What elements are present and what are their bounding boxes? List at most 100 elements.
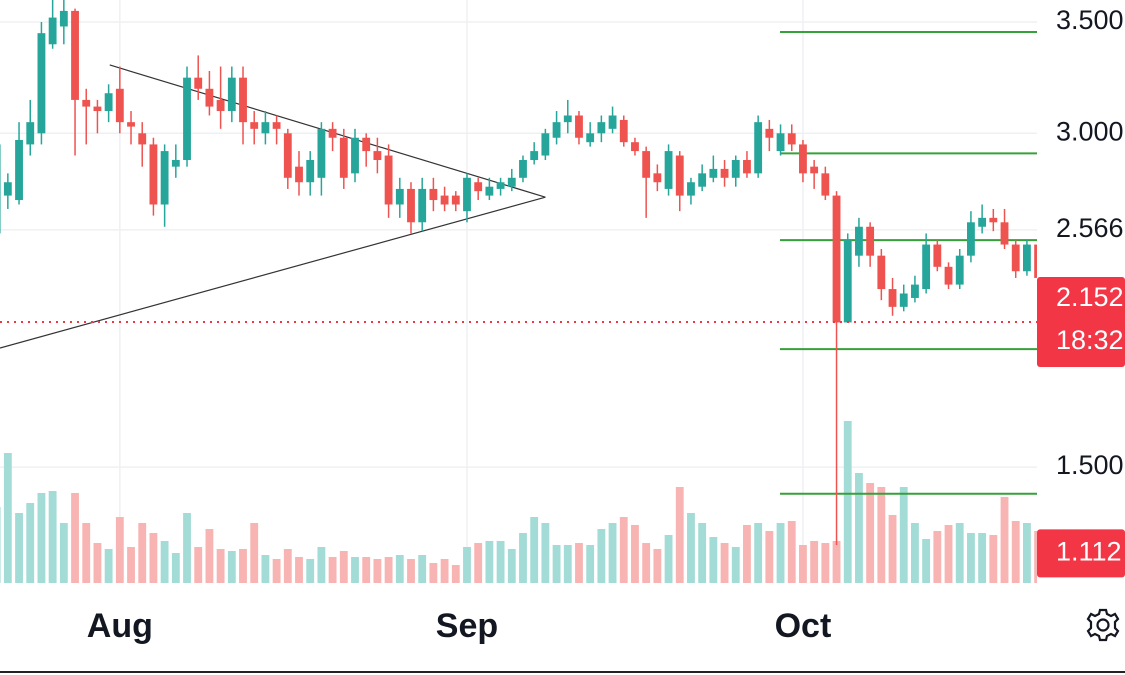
volume-bar	[474, 543, 483, 583]
candle-body	[765, 128, 774, 138]
volume-bar	[832, 541, 841, 583]
candle-body	[384, 155, 393, 205]
plot-area	[0, 0, 1037, 583]
volume-bar	[709, 537, 718, 583]
y-tick-label: 1.500	[1056, 450, 1124, 480]
trendline	[0, 196, 546, 349]
volume-bar	[407, 559, 415, 583]
volume-bar	[754, 523, 763, 583]
candle-body	[563, 115, 572, 123]
volume-bar	[339, 551, 348, 583]
volume-bar	[272, 559, 281, 583]
volume-bar	[26, 503, 35, 583]
candle-body	[93, 106, 102, 112]
volume-bar	[351, 557, 359, 583]
candle-body	[597, 122, 606, 134]
volume-bar	[933, 531, 942, 583]
candle-body	[37, 33, 46, 134]
volume-bar	[160, 541, 169, 583]
candle-body	[743, 159, 751, 174]
candle-body	[843, 240, 852, 323]
candle-body	[440, 195, 449, 205]
candle-body	[160, 151, 169, 205]
candle-body	[1034, 244, 1037, 278]
candle-body	[787, 133, 796, 145]
volume-bar	[552, 545, 561, 583]
candle-body	[754, 122, 763, 174]
candle-body	[306, 159, 315, 183]
candle-body	[933, 244, 942, 267]
volume-bar	[395, 555, 404, 583]
candle-body	[866, 226, 875, 256]
candle-body	[507, 177, 516, 187]
volume-bar	[720, 543, 729, 583]
settings-icon[interactable]	[1086, 608, 1120, 642]
candle-body	[877, 255, 886, 290]
candle-body	[687, 182, 695, 196]
volume-bar	[1034, 531, 1037, 583]
volume-bar	[429, 563, 438, 583]
candle-body	[463, 177, 471, 212]
volume-bar	[239, 549, 247, 583]
candle-body	[709, 168, 718, 178]
volume-bar	[59, 523, 68, 583]
candle-body	[888, 289, 897, 307]
candle-body	[48, 17, 57, 45]
volume-bar	[664, 535, 673, 583]
volume-bar	[373, 559, 382, 583]
volume-bar	[922, 539, 931, 583]
candle-body	[619, 119, 628, 143]
volume-bar	[1011, 521, 1020, 583]
volume-bar	[104, 549, 113, 583]
volume-bar	[530, 517, 539, 583]
candle-body	[82, 99, 91, 107]
volume-bar	[127, 547, 135, 583]
candle-body	[395, 188, 404, 205]
y-tick-label: 3.000	[1056, 116, 1124, 146]
candle-body	[653, 173, 662, 183]
candle-body	[541, 133, 550, 156]
candle-body	[127, 122, 135, 127]
candle-body	[115, 88, 124, 123]
candle-body	[429, 188, 438, 201]
volume-bar	[183, 513, 191, 583]
candle-body	[978, 217, 987, 227]
volume-bar	[799, 545, 807, 583]
candle-body	[989, 217, 998, 223]
candle-body	[261, 122, 270, 134]
candle-body	[362, 137, 371, 152]
volume-bar	[48, 491, 57, 583]
volume-bar	[608, 523, 617, 583]
candle-body	[418, 188, 427, 223]
candle-body	[955, 255, 964, 285]
volume-bar	[1023, 523, 1031, 583]
volume-bar	[731, 547, 740, 583]
y-tick-label: 2.566	[1056, 213, 1124, 243]
y-tick-label: 3.500	[1056, 5, 1124, 35]
volume-bar	[418, 555, 427, 583]
candle-body	[351, 137, 359, 174]
volume-bar	[911, 523, 919, 583]
volume-bar	[575, 543, 583, 583]
candle-body	[586, 133, 595, 143]
volume-bar	[93, 543, 102, 583]
candle-body	[530, 151, 539, 160]
candle-body	[496, 182, 505, 189]
volume-bar	[194, 547, 203, 583]
volume-bar	[317, 547, 326, 583]
volume-bar	[687, 513, 695, 583]
volume-bar	[776, 523, 785, 583]
volume-bar	[250, 523, 259, 583]
candle-body	[944, 266, 953, 285]
x-tick-label: Sep	[436, 607, 498, 645]
candle-body	[283, 133, 292, 178]
volume-bar	[866, 483, 875, 583]
volume-bar	[541, 523, 550, 583]
volume-bar	[1000, 497, 1009, 583]
volume-bar	[675, 487, 684, 583]
candle-body	[339, 137, 348, 178]
candle-body	[810, 166, 819, 174]
volume-bar	[743, 525, 751, 583]
volume-bar	[877, 487, 886, 583]
volume-bar	[306, 559, 315, 583]
